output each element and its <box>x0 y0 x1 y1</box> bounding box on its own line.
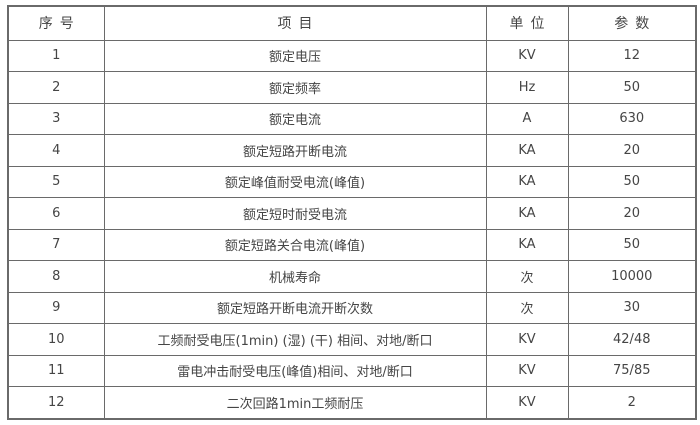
item-cell: 额定短时耐受电流 <box>103 197 487 230</box>
unit-cell: KA <box>485 134 569 167</box>
serial-cell: 1 <box>7 39 105 73</box>
table-row: 7 额定短路关合电流(峰值) KA 50 <box>7 228 697 262</box>
item-cell: 额定峰值耐受电流(峰值) <box>103 165 487 199</box>
table-row: 11 雷电冲击耐受电压(峰值)相间、对地/断口 KV 75/85 <box>7 354 697 388</box>
serial-cell: 6 <box>7 197 105 230</box>
serial-cell: 10 <box>7 323 105 356</box>
header-cell-2: 单位 <box>485 5 569 41</box>
table-row: 6 额定短时耐受电流 KA 20 <box>7 197 697 230</box>
table-row: 2 额定频率 Hz 50 <box>7 71 697 104</box>
unit-cell: Hz <box>485 71 569 104</box>
item-cell: 额定短路开断电流 <box>103 134 487 167</box>
value-cell: 12 <box>567 39 697 73</box>
serial-cell: 3 <box>7 102 105 136</box>
serial-cell: 5 <box>7 165 105 199</box>
value-cell: 10000 <box>567 260 697 293</box>
value-cell: 20 <box>567 134 697 167</box>
unit-cell: A <box>485 102 569 136</box>
table-row: 4 额定短路开断电流 KA 20 <box>7 134 697 167</box>
header-cell-0: 序号 <box>7 5 105 41</box>
item-cell: 雷电冲击耐受电压(峰值)相间、对地/断口 <box>103 354 487 388</box>
unit-cell: KV <box>485 386 569 420</box>
serial-cell: 4 <box>7 134 105 167</box>
item-cell: 额定频率 <box>103 71 487 104</box>
serial-cell: 12 <box>7 386 105 420</box>
serial-cell: 7 <box>7 228 105 262</box>
unit-cell: KA <box>485 165 569 199</box>
header-row: 序号 项目 单位 参数 <box>7 5 697 41</box>
unit-cell: KV <box>485 323 569 356</box>
value-cell: 630 <box>567 102 697 136</box>
value-cell: 50 <box>567 165 697 199</box>
value-cell: 2 <box>567 386 697 420</box>
header-cell-1: 项目 <box>103 5 487 41</box>
unit-cell: KA <box>485 228 569 262</box>
header-cell-3: 参数 <box>567 5 697 41</box>
value-cell: 75/85 <box>567 354 697 388</box>
spec-table: 序号 项目 单位 参数 1 额定电压 KV 12 2 额定频率 Hz 50 3 额定电流 A 630 4 额定短… <box>7 5 697 420</box>
table-row: 8 机械寿命次 10000 <box>7 260 697 293</box>
table-row: 10 工频耐受电压(1min) (湿) (干) 相间、对地/断口 KV 42/48 <box>7 323 697 356</box>
unit-cell: KV <box>485 354 569 388</box>
unit-cell: KA <box>485 197 569 230</box>
item-cell: 二次回路1min工频耐压 <box>103 386 487 420</box>
item-cell: 额定电流 <box>103 102 487 136</box>
value-cell: 42/48 <box>567 323 697 356</box>
serial-cell: 8 <box>7 260 105 293</box>
serial-cell: 11 <box>7 354 105 388</box>
serial-cell: 9 <box>7 291 105 325</box>
value-cell: 50 <box>567 71 697 104</box>
table-row: 1 额定电压 KV 12 <box>7 39 697 73</box>
unit-cell: KV <box>485 39 569 73</box>
value-cell: 20 <box>567 197 697 230</box>
table-row: 9 额定短路开断电流开断次数次 30 <box>7 291 697 325</box>
table-row: 12 二次回路1min工频耐压 KV 2 <box>7 386 697 420</box>
item-cell: 机械寿命 <box>103 260 487 293</box>
item-cell: 额定短路关合电流(峰值) <box>103 228 487 262</box>
item-cell: 额定短路开断电流开断次数 <box>103 291 487 325</box>
unit-cell: 次 <box>485 260 569 293</box>
value-cell: 30 <box>567 291 697 325</box>
serial-cell: 2 <box>7 71 105 104</box>
table-body: 1 额定电压 KV 12 2 额定频率 Hz 50 3 额定电流 A 630 4 额定短路开断电流 KA 20… <box>7 39 697 420</box>
item-cell: 额定电压 <box>103 39 487 73</box>
table-row: 3 额定电流 A 630 <box>7 102 697 136</box>
unit-cell: 次 <box>485 291 569 325</box>
item-cell: 工频耐受电压(1min) (湿) (干) 相间、对地/断口 <box>103 323 487 356</box>
value-cell: 50 <box>567 228 697 262</box>
table-row: 5 额定峰值耐受电流(峰值) KA 50 <box>7 165 697 199</box>
